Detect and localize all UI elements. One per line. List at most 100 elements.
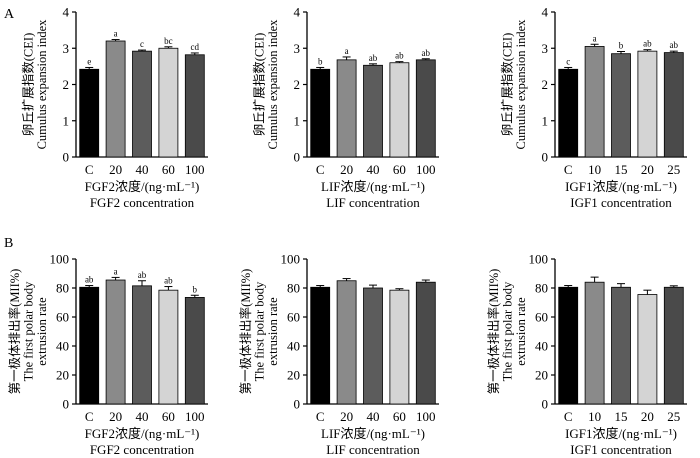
y-tick-label: 0 [63, 397, 70, 412]
bar [132, 285, 152, 405]
significance-label: ab [643, 39, 652, 49]
y-tick-label: 20 [287, 368, 300, 383]
y-tick-label: 40 [535, 339, 548, 354]
x-tick-label: 20 [109, 409, 122, 424]
y-tick-label: 4 [542, 5, 549, 20]
y-tick-label: 100 [50, 252, 70, 267]
x-tick-label: 20 [109, 162, 122, 177]
bar [336, 59, 357, 158]
x-tick-label: C [564, 162, 573, 177]
y-axis-title: 第一极体排出率(MII%) [486, 269, 501, 395]
y-axis-title: The first polar body [22, 281, 36, 381]
y-axis-title: Cumulus expansion index [266, 19, 280, 150]
x-tick-label: C [85, 409, 94, 424]
y-tick-label: 1 [63, 113, 70, 128]
y-tick-label: 2 [294, 77, 301, 92]
bar [415, 281, 436, 405]
y-axis-title: extrusion rate [514, 297, 528, 366]
significance-label: a [114, 266, 118, 276]
x-axis-title: LIF concentration [326, 442, 420, 457]
x-tick-label: 20 [641, 409, 654, 424]
x-tick-label: 60 [162, 409, 175, 424]
x-axis-title: LIF concentration [326, 195, 420, 210]
chart-4: 0 20 40 60 80 100 ab Ca 20 ab 40 ab 60 b 100 FGF2浓度/(ng… [7, 252, 208, 457]
y-tick-label: 2 [542, 77, 549, 92]
significance-label: ab [164, 276, 173, 286]
y-tick-label: 0 [542, 150, 549, 165]
y-axis-title: 第一极体排出率(MII%) [238, 269, 253, 395]
bar [558, 68, 579, 158]
chart-3: 0 1 2 3 4 c Ca 10 b 15 ab 20 ab 25 IGF1浓度/(ng·mL⁻¹)IGF… [500, 5, 687, 210]
y-axis-title: 卵丘扩展指数(CEI) [500, 33, 515, 136]
significance-label: a [593, 33, 597, 43]
y-tick-label: 80 [535, 281, 548, 296]
x-tick-label: 40 [136, 409, 149, 424]
significance-label: b [193, 284, 198, 294]
y-tick-label: 60 [535, 310, 548, 325]
significance-label: c [140, 39, 144, 49]
bar [79, 68, 100, 158]
bar [663, 286, 684, 405]
chart-6: 0 20 40 60 80 100 C 10 15 20 25 IGF1浓度/(ng·mL⁻¹)IGF… [486, 252, 687, 457]
x-tick-label: 60 [393, 409, 406, 424]
x-tick-label: 20 [641, 162, 654, 177]
x-tick-label: 20 [340, 409, 353, 424]
x-tick-label: 15 [615, 162, 628, 177]
bar [184, 297, 205, 405]
y-axis-title: Cumulus expansion index [35, 19, 49, 150]
bar [336, 280, 357, 405]
x-tick-label: 100 [416, 162, 436, 177]
bar [363, 287, 383, 405]
bar [637, 294, 658, 405]
bar [415, 59, 436, 158]
y-tick-label: 1 [294, 113, 301, 128]
bar [132, 50, 152, 158]
y-tick-label: 0 [542, 397, 549, 412]
x-tick-label: 10 [588, 409, 601, 424]
x-axis-title: IGF1浓度/(ng·mL⁻¹) [565, 179, 677, 194]
bar [79, 286, 100, 405]
x-axis-title: LIF浓度/(ng·mL⁻¹) [321, 179, 425, 194]
x-axis-title: IGF1 concentration [570, 195, 672, 210]
significance-label: ab [422, 48, 431, 58]
charts-container: 01234eCa20c40bc60cd100FGF2浓度/(ng·mL⁻¹)FG… [7, 5, 687, 457]
bar [584, 281, 605, 405]
y-tick-label: 3 [63, 41, 70, 56]
bar [158, 47, 179, 158]
y-axis-title: extrusion rate [35, 297, 49, 366]
y-tick-label: 20 [56, 368, 69, 383]
significance-label: b [318, 56, 323, 66]
y-axis-title: 第一极体排出率(MII%) [7, 269, 22, 395]
y-axis-title: extrusion rate [266, 297, 280, 366]
x-tick-label: 100 [185, 409, 205, 424]
significance-label: ab [395, 51, 404, 61]
y-tick-label: 60 [56, 310, 69, 325]
significance-label: ab [369, 53, 378, 63]
significance-label: ab [85, 275, 94, 285]
x-tick-label: 60 [162, 162, 175, 177]
x-tick-label: 25 [667, 409, 680, 424]
x-axis-title: IGF1 concentration [570, 442, 672, 457]
bar [363, 64, 383, 158]
y-axis-title: 卵丘扩展指数(CEI) [252, 33, 267, 136]
x-axis-title: FGF2 concentration [90, 442, 195, 457]
x-tick-label: 60 [393, 162, 406, 177]
chart-2: 0 1 2 3 4 b Ca 20 ab 40 ab 60 ab 100 LIF浓度/(ng·mL⁻¹)LI… [252, 5, 439, 210]
significance-label: a [345, 46, 349, 56]
bar [637, 50, 658, 158]
y-tick-label: 60 [287, 310, 300, 325]
y-tick-label: 4 [63, 5, 70, 20]
bar [158, 289, 179, 405]
bar [558, 286, 579, 405]
x-tick-label: 40 [367, 162, 380, 177]
y-tick-label: 40 [287, 339, 300, 354]
y-tick-label: 80 [56, 281, 69, 296]
significance-label: c [566, 56, 570, 66]
y-tick-label: 3 [294, 41, 301, 56]
significance-label: e [87, 56, 91, 66]
significance-label: cd [191, 42, 200, 52]
bar [611, 286, 631, 405]
bar [663, 52, 684, 158]
x-tick-label: C [85, 162, 94, 177]
significance-label: a [114, 29, 118, 39]
